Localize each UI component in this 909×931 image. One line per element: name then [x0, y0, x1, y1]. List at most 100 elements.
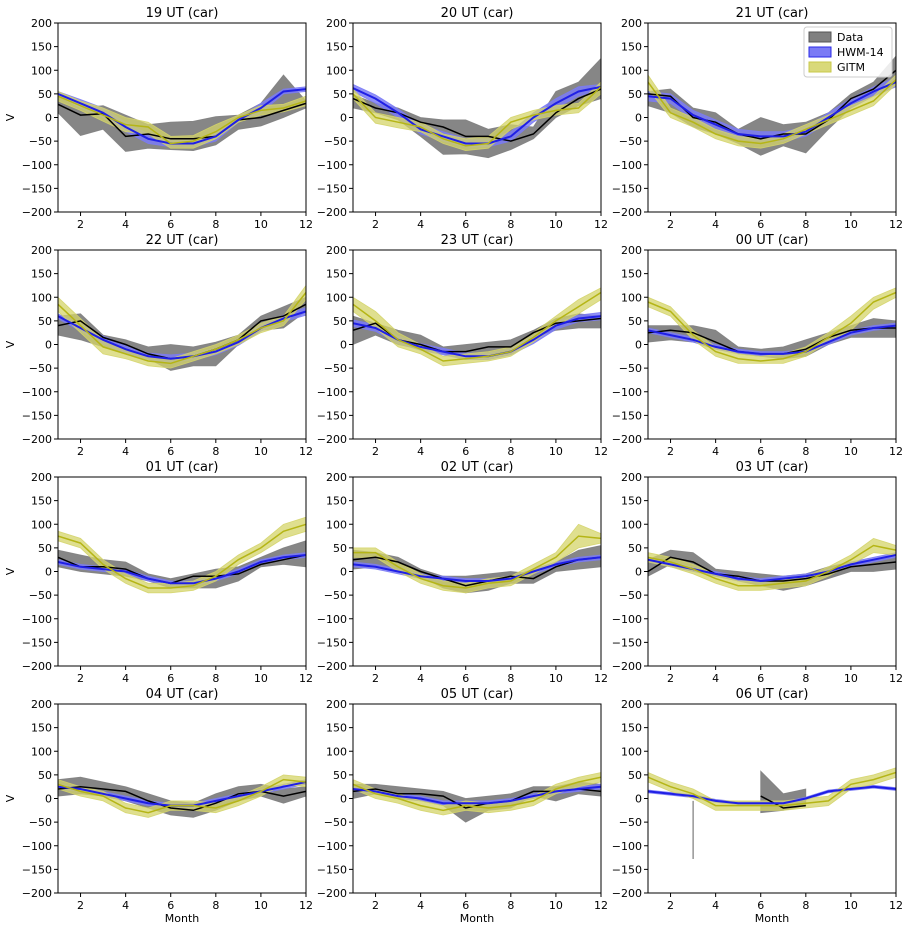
y-axis-label: V [4, 567, 17, 575]
y-tick-label: −200 [612, 433, 642, 446]
data-line [648, 556, 896, 582]
y-tick-label: 150 [326, 268, 347, 281]
gitm-line [648, 79, 896, 145]
x-tick-label: 8 [507, 899, 514, 912]
x-tick-label: 6 [462, 445, 469, 458]
y-tick-label: 200 [326, 17, 347, 30]
y-tick-label: 50 [628, 315, 642, 328]
panel-title: 06 UT (car) [736, 687, 809, 702]
axes-frame [647, 249, 897, 440]
hwm-line [648, 785, 896, 805]
y-tick-label: 150 [621, 495, 642, 508]
y-tick-label: −50 [619, 816, 642, 829]
y-tick-label: −100 [317, 840, 347, 853]
y-tick-label: 200 [621, 698, 642, 711]
y-tick-label: 200 [621, 471, 642, 484]
y-tick-label: 200 [326, 698, 347, 711]
x-tick-label: 4 [122, 672, 129, 685]
gitm-band [648, 74, 896, 149]
y-tick-label: 100 [326, 745, 347, 758]
x-tick-label: 12 [594, 445, 608, 458]
x-tick-label: 12 [594, 899, 608, 912]
x-tick-label: 4 [417, 218, 424, 231]
panel-10: −200 −150 −100 −50 0 50 100 150 200 2 4 6 8 10 12 04 UT… [4, 687, 313, 925]
y-tick-label: −50 [324, 362, 347, 375]
y-tick-label: −100 [612, 386, 642, 399]
panel-title: 23 UT (car) [441, 233, 514, 248]
y-tick-label: −50 [29, 362, 52, 375]
y-tick-label: −100 [612, 159, 642, 172]
y-tick-label: −150 [22, 636, 52, 649]
y-tick-label: 150 [31, 495, 52, 508]
x-tick-label: 12 [889, 672, 903, 685]
y-tick-label: −200 [22, 433, 52, 446]
y-tick-label: 150 [326, 41, 347, 54]
panel-9: −200 −150 −100 −50 0 50 100 150 200 2 4 6 8 10 12 03 UT… [612, 460, 903, 685]
x-tick-label: 4 [417, 899, 424, 912]
panel-title: 02 UT (car) [441, 460, 514, 475]
gitm-line [58, 292, 306, 365]
y-tick-label: 150 [621, 722, 642, 735]
legend-swatch [808, 46, 832, 58]
gitm-band [648, 537, 896, 591]
legend-swatch [808, 31, 832, 43]
y-tick-label: −200 [612, 887, 642, 900]
y-tick-label: −50 [619, 135, 642, 148]
hwm-line [648, 324, 896, 355]
y-tick-label: −100 [22, 613, 52, 626]
panel-title: 22 UT (car) [146, 233, 219, 248]
y-tick-label: 50 [38, 542, 52, 555]
y-tick-label: 200 [31, 698, 52, 711]
plot-area [353, 523, 601, 594]
x-axis-label: Month [460, 912, 495, 925]
gitm-line [648, 544, 896, 587]
x-tick-label: 10 [254, 899, 268, 912]
y-tick-label: 200 [31, 17, 52, 30]
panel-12: −200 −150 −100 −50 0 50 100 150 200 2 4 6 8 10 12 06 UT… [612, 687, 903, 925]
y-tick-label: −100 [317, 159, 347, 172]
x-tick-label: 10 [549, 672, 563, 685]
gitm-line [353, 535, 601, 589]
y-tick-label: 200 [31, 244, 52, 257]
y-tick-label: 150 [326, 722, 347, 735]
x-tick-label: 10 [254, 672, 268, 685]
x-tick-label: 8 [802, 445, 809, 458]
x-tick-label: 4 [417, 672, 424, 685]
x-tick-label: 6 [462, 899, 469, 912]
x-tick-label: 12 [889, 445, 903, 458]
y-tick-label: 0 [45, 112, 52, 125]
y-tick-label: 150 [31, 722, 52, 735]
panel-title: 20 UT (car) [441, 6, 514, 21]
x-tick-label: 8 [212, 899, 219, 912]
x-tick-label: 12 [299, 899, 313, 912]
x-tick-label: 2 [667, 672, 674, 685]
x-tick-label: 2 [372, 218, 379, 231]
x-axis-label: Month [755, 912, 790, 925]
plot-area [353, 57, 601, 159]
panel-title: 21 UT (car) [736, 6, 809, 21]
data-line [760, 795, 806, 809]
y-tick-label: 0 [340, 112, 347, 125]
y-tick-label: 50 [628, 769, 642, 782]
x-tick-label: 2 [667, 899, 674, 912]
y-tick-label: 200 [326, 471, 347, 484]
panel-title: 19 UT (car) [146, 6, 219, 21]
data-line [58, 785, 306, 812]
y-tick-label: −200 [317, 887, 347, 900]
x-tick-label: 4 [712, 672, 719, 685]
hwm-line [353, 556, 601, 582]
gitm-line [648, 771, 896, 807]
y-tick-label: 50 [333, 315, 347, 328]
x-tick-label: 2 [77, 218, 84, 231]
panel-5: −200 −150 −100 −50 0 50 100 150 200 2 4 6 8 10 12 23 UT… [317, 233, 608, 458]
x-tick-label: 12 [299, 218, 313, 231]
plot-area [58, 516, 306, 594]
x-tick-label: 10 [844, 899, 858, 912]
y-tick-label: 200 [621, 17, 642, 30]
x-tick-label: 10 [549, 218, 563, 231]
hwm-line [353, 85, 601, 145]
x-tick-label: 2 [372, 899, 379, 912]
y-tick-label: −50 [324, 816, 347, 829]
y-tick-label: −150 [317, 182, 347, 195]
x-tick-label: 6 [462, 218, 469, 231]
